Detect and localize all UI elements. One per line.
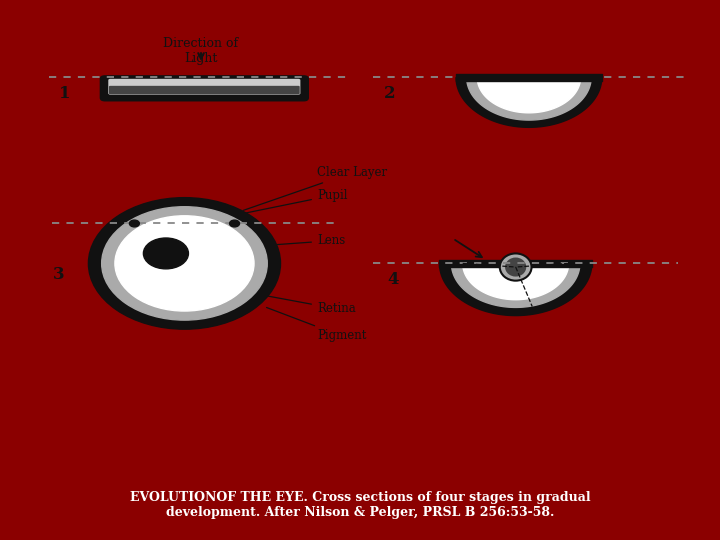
Ellipse shape [505, 258, 526, 276]
Text: Retina: Retina [253, 293, 356, 315]
Circle shape [130, 220, 140, 227]
FancyBboxPatch shape [99, 75, 309, 102]
Text: 2: 2 [384, 85, 395, 102]
Text: 1: 1 [60, 85, 71, 102]
Polygon shape [463, 264, 569, 300]
Polygon shape [477, 77, 580, 113]
Text: Clear Layer: Clear Layer [243, 166, 387, 211]
FancyBboxPatch shape [108, 79, 300, 94]
Text: EVOLUTIONOF THE EYE. Cross sections of four stages in gradual
development. After: EVOLUTIONOF THE EYE. Cross sections of f… [130, 491, 590, 519]
Text: Lens: Lens [187, 234, 345, 251]
Polygon shape [467, 77, 591, 120]
Polygon shape [439, 264, 592, 315]
Text: Pupil: Pupil [224, 189, 348, 218]
Ellipse shape [500, 253, 531, 281]
Text: Pigment: Pigment [266, 307, 366, 342]
FancyBboxPatch shape [109, 86, 300, 94]
Polygon shape [451, 264, 580, 307]
Text: Direction of
Light: Direction of Light [163, 37, 238, 65]
Circle shape [230, 220, 240, 227]
Text: 4: 4 [387, 271, 399, 288]
Circle shape [143, 238, 189, 269]
Circle shape [115, 216, 254, 311]
Text: 3: 3 [53, 266, 64, 284]
Circle shape [89, 198, 281, 329]
Circle shape [102, 207, 267, 320]
Polygon shape [456, 77, 602, 127]
